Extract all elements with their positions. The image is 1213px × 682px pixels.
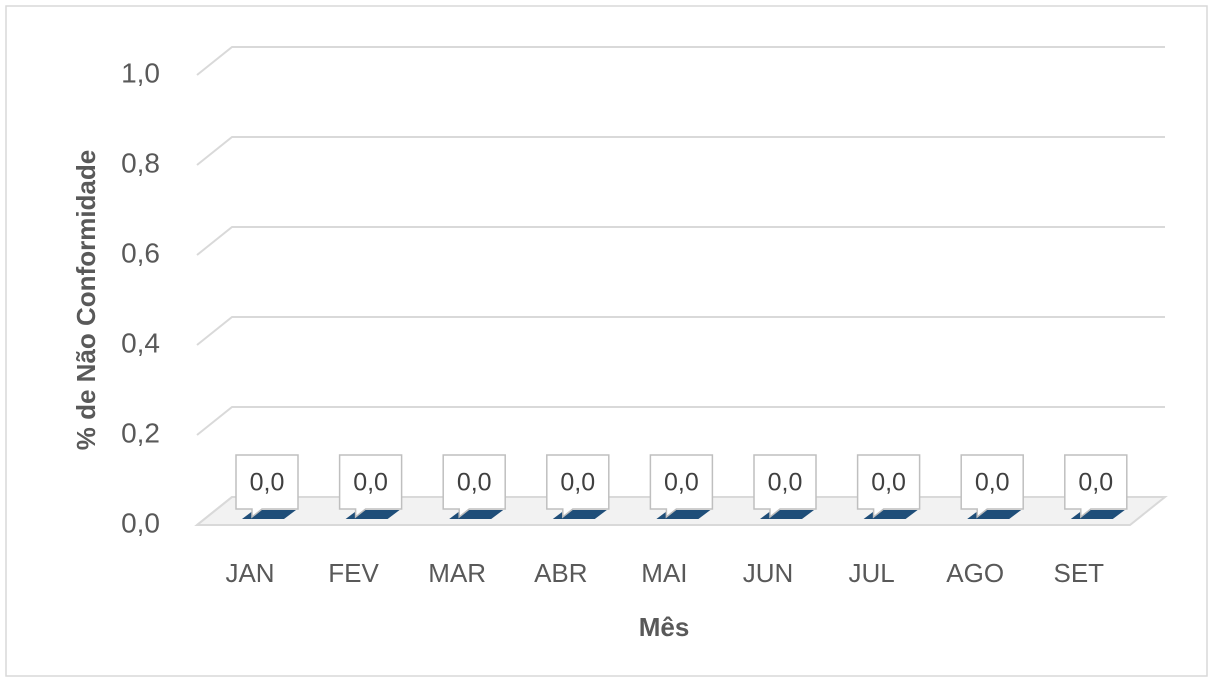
data-label-box [753, 454, 817, 519]
x-tick-label: AGO [946, 558, 1004, 588]
y-tick-label: 0,0 [121, 507, 160, 538]
data-label-box [960, 454, 1024, 519]
data-label: 0,0 [871, 469, 906, 497]
y-tick-label: 0,2 [121, 417, 160, 448]
x-tick-label: SET [1054, 558, 1105, 588]
data-label-box [442, 454, 506, 519]
x-tick-label: FEV [328, 558, 379, 588]
y-tick-label: 0,4 [121, 327, 160, 358]
y-tick-label: 0,8 [121, 147, 160, 178]
data-label: 0,0 [1078, 469, 1113, 497]
data-label-box [235, 454, 299, 519]
grid-line [196, 46, 1165, 76]
data-label-box [1064, 454, 1128, 519]
data-label: 0,0 [560, 469, 595, 497]
grid-line [196, 406, 1165, 436]
data-label: 0,0 [250, 469, 285, 497]
data-label-box [649, 454, 714, 519]
x-tick-label: JUL [848, 558, 894, 588]
grid-line [196, 136, 1165, 166]
data-label-box [546, 454, 610, 519]
grid-line [196, 496, 1165, 526]
y-tick-label: 1,0 [121, 57, 160, 88]
data-label: 0,0 [975, 469, 1010, 497]
y-tick-label: 0,6 [121, 237, 160, 268]
data-label: 0,0 [768, 469, 803, 497]
grid-line [196, 316, 1165, 346]
x-tick-label: MAI [641, 558, 687, 588]
x-tick-label: MAR [428, 558, 486, 588]
grid-line [196, 226, 1165, 256]
x-axis-title: Mês [639, 612, 690, 642]
x-tick-label: JAN [225, 558, 274, 588]
chart-border [5, 5, 1208, 677]
data-label: 0,0 [664, 469, 699, 497]
data-label-box [338, 454, 403, 519]
data-label-box [856, 454, 921, 519]
y-axis-title: % de Não Conformidade [71, 150, 101, 450]
data-label: 0,0 [457, 469, 492, 497]
x-tick-label: ABR [534, 558, 587, 588]
x-tick-label: JUN [743, 558, 794, 588]
data-label: 0,0 [353, 469, 388, 497]
